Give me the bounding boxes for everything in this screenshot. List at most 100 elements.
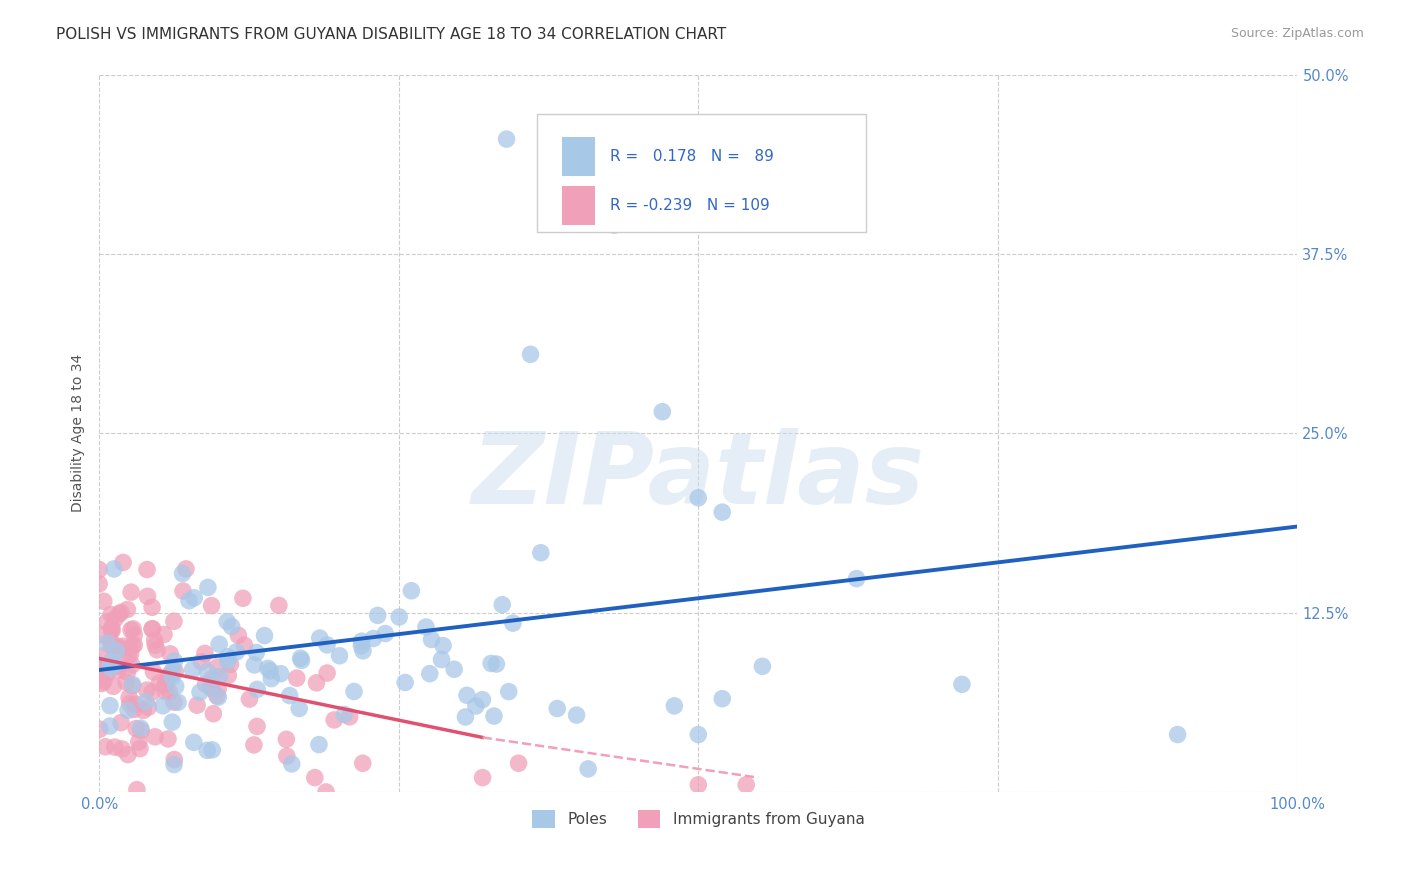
Text: R =   0.178   N =   89: R = 0.178 N = 89 — [610, 149, 773, 164]
Point — [96, 615, 118, 629]
Point — [388, 610, 411, 624]
Point — [110, 606, 132, 620]
Point — [217, 668, 239, 682]
Point — [163, 695, 186, 709]
Point — [333, 707, 356, 722]
Point — [183, 735, 205, 749]
Point — [194, 647, 217, 661]
Point — [194, 677, 217, 691]
Point — [172, 584, 194, 599]
Point — [259, 664, 281, 678]
Point — [165, 665, 187, 679]
Point — [232, 591, 254, 606]
Point — [245, 645, 267, 659]
Point — [495, 132, 517, 146]
Point — [125, 722, 148, 736]
Point — [117, 703, 139, 717]
Point — [316, 638, 339, 652]
Point — [159, 666, 181, 681]
Point — [285, 671, 308, 685]
Point — [101, 623, 124, 637]
Point — [121, 639, 143, 653]
Point — [464, 699, 486, 714]
Point — [100, 655, 122, 669]
Point — [443, 662, 465, 676]
Point — [148, 676, 170, 690]
Point — [135, 683, 157, 698]
Point — [122, 702, 145, 716]
Point — [651, 405, 673, 419]
Point — [190, 655, 212, 669]
Point — [112, 639, 135, 653]
Point — [111, 742, 134, 756]
Point — [688, 728, 710, 742]
Point — [186, 698, 208, 713]
Point — [103, 657, 125, 672]
Point — [122, 622, 145, 636]
Point — [93, 648, 115, 663]
Point — [281, 756, 304, 771]
Legend: Poles, Immigrants from Guyana: Poles, Immigrants from Guyana — [526, 804, 870, 835]
Point — [141, 600, 163, 615]
Point — [188, 685, 211, 699]
Point — [118, 697, 141, 711]
Point — [165, 679, 187, 693]
Point — [260, 672, 283, 686]
Point — [107, 664, 129, 678]
Point — [238, 692, 260, 706]
Point — [401, 583, 423, 598]
Point — [502, 616, 524, 631]
Point — [146, 642, 169, 657]
Point — [93, 594, 115, 608]
Point — [172, 566, 194, 581]
Point — [479, 657, 502, 671]
Point — [153, 627, 176, 641]
Point — [485, 657, 508, 671]
Point — [205, 689, 228, 703]
Point — [100, 607, 122, 622]
Point — [374, 626, 396, 640]
FancyBboxPatch shape — [561, 186, 595, 225]
Point — [141, 685, 163, 699]
Point — [107, 640, 129, 654]
Point — [98, 633, 121, 648]
Point — [305, 676, 328, 690]
Point — [711, 505, 734, 519]
Point — [432, 639, 454, 653]
Point — [159, 647, 181, 661]
Point — [207, 682, 229, 697]
Point — [430, 652, 453, 666]
Point — [143, 633, 166, 648]
Point — [202, 706, 225, 721]
Point — [950, 677, 973, 691]
Point — [162, 663, 184, 677]
Point — [107, 659, 129, 673]
Point — [160, 670, 183, 684]
Point — [112, 555, 135, 569]
Y-axis label: Disability Age 18 to 34: Disability Age 18 to 34 — [72, 354, 86, 512]
Point — [155, 684, 177, 698]
Point — [195, 743, 218, 757]
Point — [308, 631, 330, 645]
Point — [688, 491, 710, 505]
Point — [120, 623, 142, 637]
Point — [530, 546, 553, 560]
Point — [508, 756, 530, 771]
Point — [177, 594, 200, 608]
Point — [367, 608, 389, 623]
Point — [482, 709, 505, 723]
Point — [159, 685, 181, 699]
Point — [471, 771, 494, 785]
Text: ZIPatlas: ZIPatlas — [472, 428, 925, 524]
Point — [89, 658, 111, 673]
Point — [350, 634, 373, 648]
Point — [118, 690, 141, 705]
Point — [136, 589, 159, 603]
Point — [201, 743, 224, 757]
Point — [91, 660, 114, 674]
Point — [98, 661, 121, 675]
Point — [276, 749, 298, 764]
Point — [183, 591, 205, 605]
FancyBboxPatch shape — [537, 114, 866, 232]
Point — [363, 632, 385, 646]
